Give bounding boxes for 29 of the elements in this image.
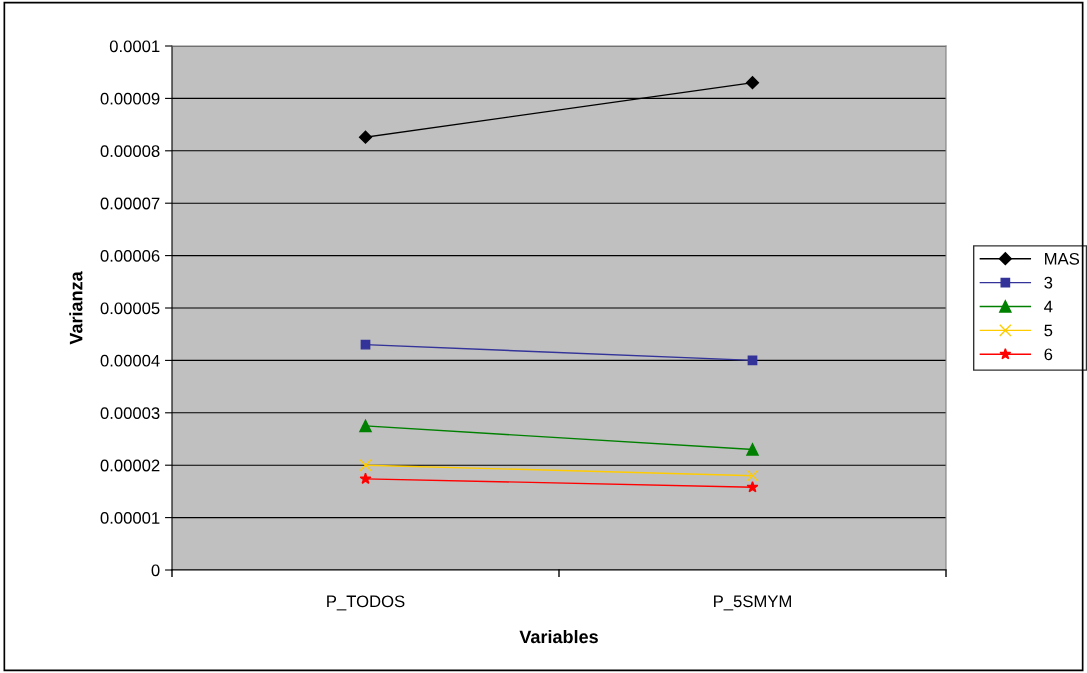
point	[746, 469, 759, 482]
y-tick-label: 0.00007	[100, 197, 160, 210]
x-axis-title: Variables	[519, 629, 598, 644]
legend-label: 5	[1044, 324, 1053, 337]
point	[746, 480, 759, 493]
legend-label: 4	[1044, 300, 1053, 313]
point	[359, 472, 372, 485]
y-tick-label: 0	[151, 564, 160, 577]
point	[360, 339, 371, 350]
x-tick-label: P_5SMYM	[714, 595, 791, 611]
point	[359, 458, 372, 472]
y-axis-title: Varianza	[69, 271, 83, 345]
point	[746, 443, 759, 456]
point	[359, 419, 372, 433]
y-tick-label: 0.00008	[100, 145, 160, 157]
y-tick-label: 0.00001	[100, 512, 160, 524]
y-tick-label: 0.00003	[100, 407, 160, 419]
y-tick-label: 0.0001	[109, 40, 160, 53]
legend-label: MAS	[1045, 252, 1080, 265]
point	[358, 130, 373, 144]
y-tick-label: 0.00009	[100, 92, 160, 105]
y-tick-label: 0.00002	[100, 459, 160, 472]
y-tick-label: 0.00004	[100, 354, 160, 367]
y-tick-label: 0.00006	[100, 250, 160, 262]
legend-label: 3	[1044, 276, 1053, 289]
y-tick-label: 0.00005	[100, 302, 160, 315]
legend-label: 6	[1044, 348, 1053, 361]
x-tick-label: P_TODOS	[327, 595, 405, 611]
point	[745, 76, 760, 90]
